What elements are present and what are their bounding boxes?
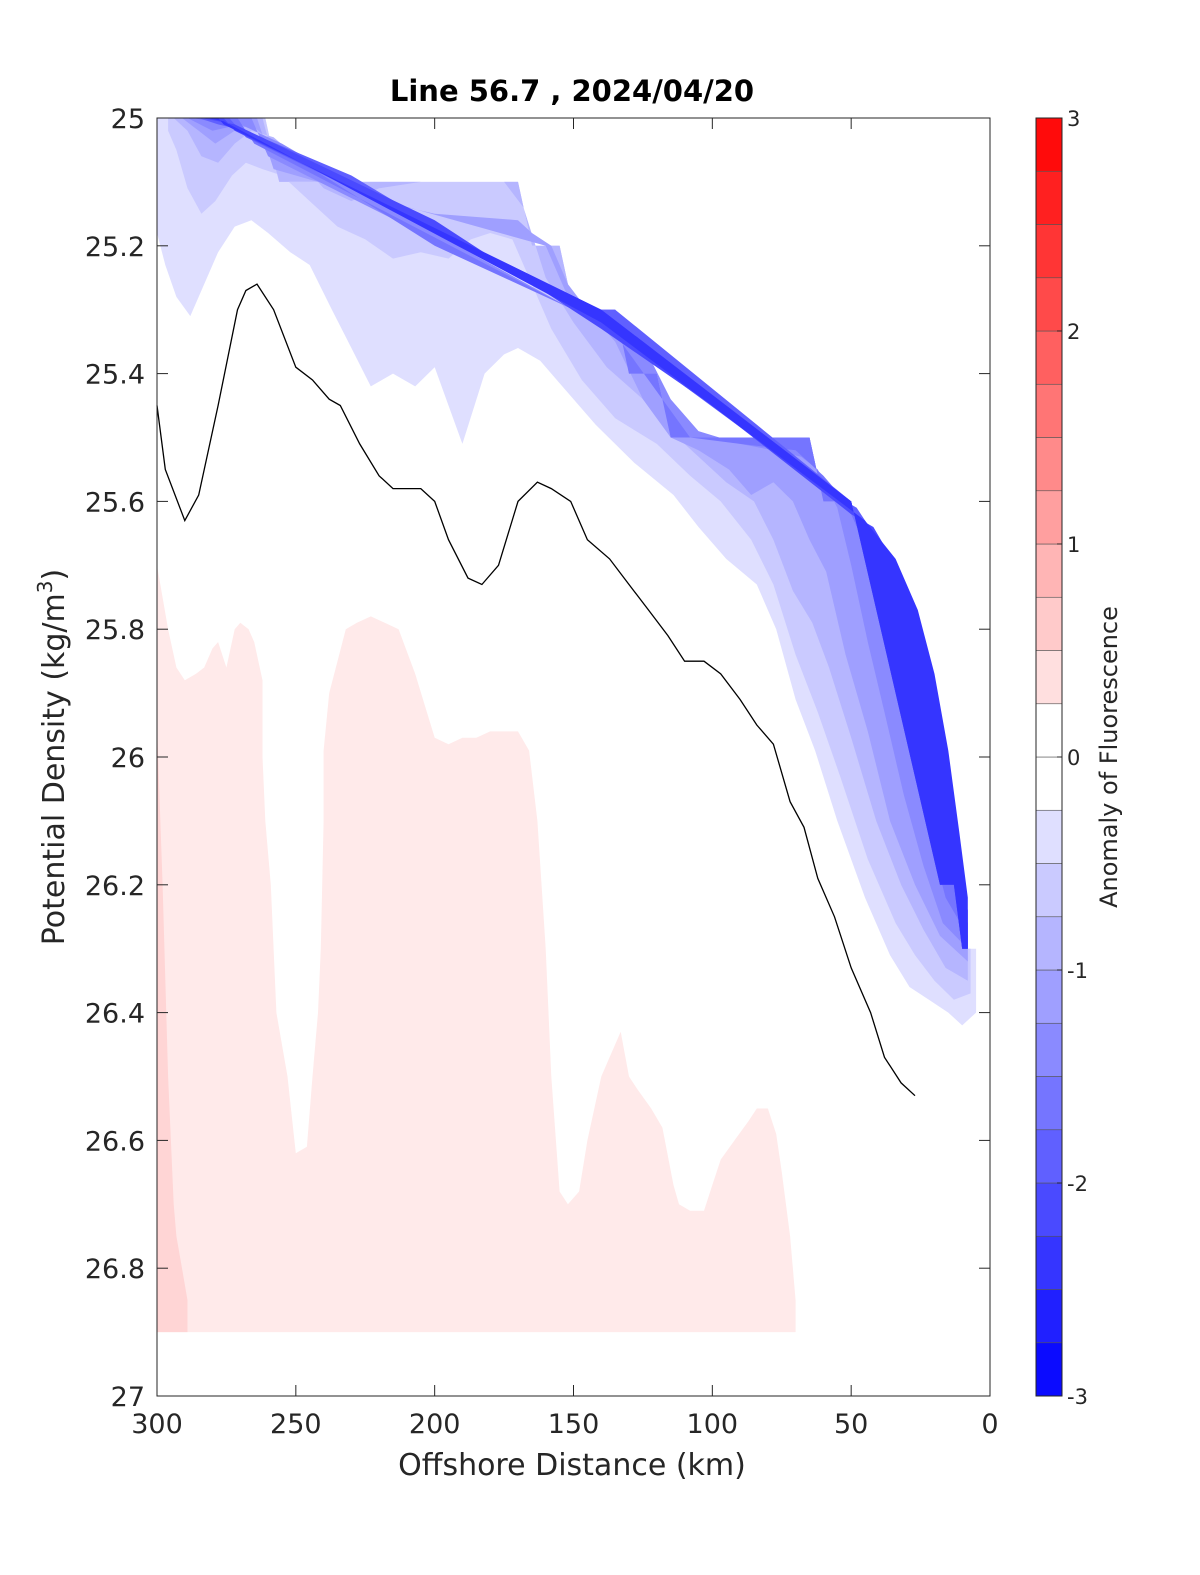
colorbar-segment (1035, 1022, 1063, 1077)
y-tick-label: 25.8 (85, 615, 145, 646)
y-tick-label: 26.4 (85, 999, 145, 1030)
colorbar-segment (1035, 1129, 1063, 1184)
colorbar-segment (1035, 1076, 1063, 1131)
x-tick-label: 300 (131, 1409, 183, 1440)
x-tick-label: 0 (981, 1409, 998, 1440)
colorbar-label: Anomaly of Fluorescence (1095, 606, 1123, 908)
contour-fills (157, 118, 977, 1333)
x-tick-label: 250 (270, 1409, 322, 1440)
y-tick-label: 25.2 (85, 232, 145, 263)
colorbar-segment (1035, 1289, 1063, 1344)
chart-title: Line 56.7 , 2024/04/20 (390, 74, 754, 108)
x-axis-label: Offshore Distance (km) (398, 1448, 746, 1483)
colorbar-tick-label: 0 (1067, 746, 1080, 770)
colorbar-segment (1035, 809, 1063, 864)
y-tick-label: 27 (111, 1382, 145, 1413)
colorbar-segment (1035, 756, 1063, 811)
contour-fill--1 (182, 118, 968, 962)
x-axis: 300 250 200 150 100 50 0 (131, 118, 999, 1440)
colorbar-segment (1035, 224, 1063, 279)
colorbar-tick-label: 1 (1067, 533, 1080, 557)
colorbar-tick-label: 3 (1067, 107, 1080, 131)
colorbar-segment (1035, 1235, 1063, 1290)
colorbar-segment (1035, 916, 1063, 971)
y-tick-label: 25 (111, 104, 145, 135)
colorbar-segment (1035, 650, 1063, 705)
contour-fill--0_25 (157, 118, 977, 1026)
colorbar-segment (1035, 437, 1063, 492)
y-tick-label: 26 (111, 743, 145, 774)
y-axis-label: Potential Density (kg/m3) (33, 569, 72, 945)
colorbar-tick-label: -2 (1067, 1172, 1088, 1196)
x-tick-label: 200 (409, 1409, 461, 1440)
colorbar-segment (1035, 490, 1063, 545)
colorbar-segment (1035, 703, 1063, 758)
y-axis-label-superscript: 3 (33, 580, 57, 593)
colorbar-segment (1035, 330, 1063, 385)
y-axis: 25 25.2 25.4 25.6 25.8 26 26.2 26.4 26.6 26.8 27 (85, 104, 990, 1413)
y-axis-label-end: ) (37, 569, 72, 581)
y-tick-label: 25.6 (85, 487, 145, 518)
x-tick-label: 100 (687, 1409, 739, 1440)
colorbar-tick-label: 2 (1067, 320, 1080, 344)
colorbar: -3 -2 -1 0 1 2 3 (1035, 107, 1088, 1409)
colorbar-segment (1035, 1182, 1063, 1237)
x-tick-label: 150 (548, 1409, 600, 1440)
contour-fill--0_75 (173, 118, 968, 981)
colorbar-segment (1035, 1342, 1063, 1397)
zero-contour-line (156, 283, 916, 1097)
colorbar-tick-label: -3 (1067, 1385, 1088, 1409)
x-tick-label: 50 (834, 1409, 868, 1440)
colorbar-segment (1035, 969, 1063, 1024)
colorbar-segment (1035, 170, 1063, 225)
y-tick-label: 26.8 (85, 1254, 145, 1285)
contour-fill-pos-0_5 (157, 725, 188, 1333)
colorbar-segment (1035, 596, 1063, 651)
colorbar-segment (1035, 117, 1063, 172)
y-axis-label-main: Potential Density (kg/m (37, 593, 72, 945)
y-tick-label: 25.4 (85, 360, 145, 391)
colorbar-segment (1035, 863, 1063, 918)
y-tick-label: 26.2 (85, 871, 145, 902)
y-tick-label: 26.6 (85, 1126, 145, 1157)
colorbar-segment (1035, 277, 1063, 332)
colorbar-segment (1035, 383, 1063, 438)
contour-fill-pos-0_25 (157, 565, 796, 1333)
colorbar-segment (1035, 543, 1063, 598)
colorbar-tick-label: -1 (1067, 959, 1088, 983)
